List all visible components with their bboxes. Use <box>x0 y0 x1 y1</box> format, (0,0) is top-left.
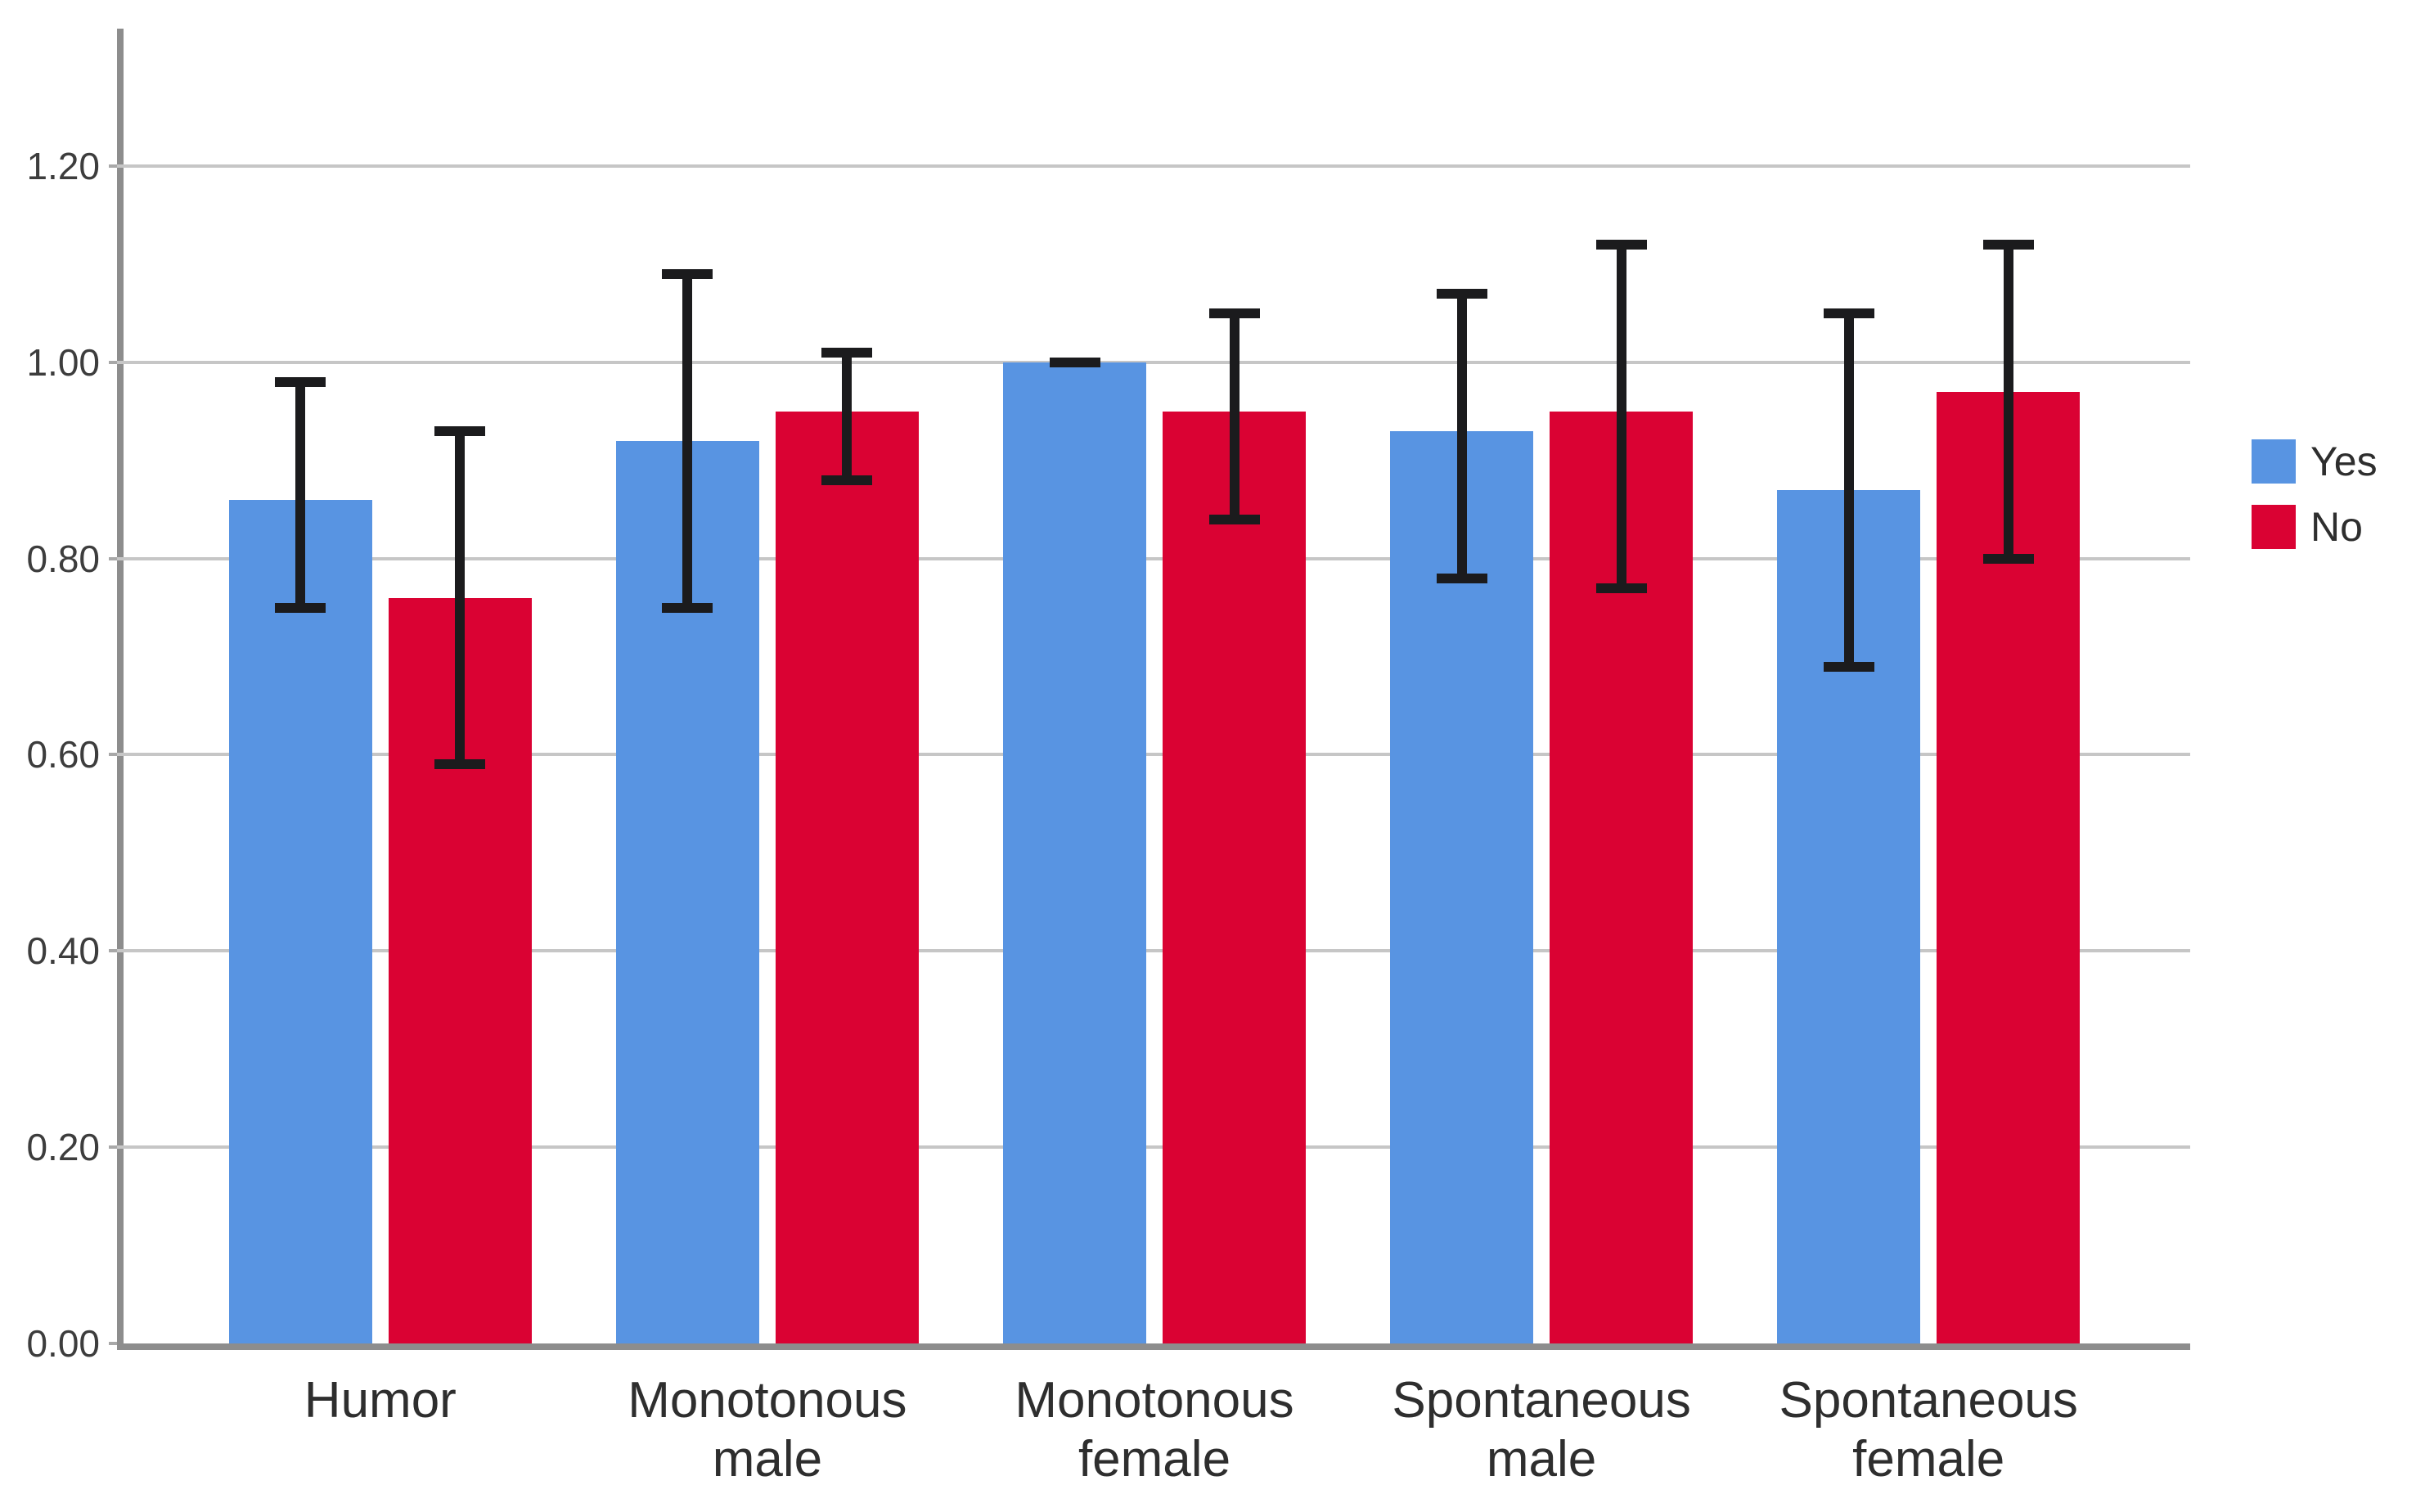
error-bar-cap-bottom-yes-2 <box>662 602 713 613</box>
error-bar-cap-bottom-no-3 <box>1208 514 1260 524</box>
y-axis-tick-1.00 <box>109 360 117 364</box>
error-bar-yes-2 <box>682 273 693 608</box>
y-axis-tick-0.40 <box>109 949 117 953</box>
legend: Yes No <box>2252 438 2378 569</box>
error-bar-cap-top-no-1 <box>434 425 486 436</box>
error-bar-cap-top-yes-2 <box>662 268 713 279</box>
error-bar-no-5 <box>2003 244 2013 559</box>
error-bar-cap-top-yes-1 <box>275 376 326 387</box>
error-bar-no-3 <box>1229 313 1239 520</box>
bar-no-2 <box>775 411 919 1343</box>
error-bar-cap-bottom-no-5 <box>1982 553 2034 564</box>
error-bar-cap-top-no-5 <box>1982 239 2034 250</box>
gridline-0.60 <box>117 753 2190 757</box>
bar-yes-3 <box>1003 362 1146 1343</box>
error-bar-yes-1 <box>295 381 306 608</box>
gridline-0.40 <box>117 949 2190 953</box>
y-tick-label-0.40: 0.40 <box>26 929 100 973</box>
error-bar-no-1 <box>455 430 466 765</box>
error-bar-cap-top-yes-4 <box>1436 288 1487 299</box>
error-bar-cap-bottom-yes-4 <box>1436 573 1487 583</box>
y-tick-label-0.00: 0.00 <box>26 1322 100 1365</box>
error-bar-no-2 <box>842 352 853 480</box>
error-bar-cap-bottom-yes-5 <box>1823 661 1874 672</box>
y-tick-label-0.80: 0.80 <box>26 537 100 580</box>
y-tick-label-1.00: 1.00 <box>26 340 100 384</box>
y-axis-tick-0.60 <box>109 753 117 757</box>
error-bar-cap-bottom-yes-1 <box>275 602 326 613</box>
error-bar-cap-top-no-2 <box>821 347 873 358</box>
error-bar-cap-bottom-no-4 <box>1595 583 1647 593</box>
legend-label-yes: Yes <box>2310 439 2378 484</box>
legend-swatch-no <box>2252 505 2296 549</box>
x-axis-line <box>117 1343 2190 1350</box>
error-bar-no-4 <box>1616 244 1626 588</box>
x-category-label-5: Spontaneous female <box>1779 1372 2078 1487</box>
y-axis-tick-1.20 <box>109 164 117 168</box>
error-bar-cap-bottom-no-1 <box>434 759 486 770</box>
x-category-label-3: Monotonous female <box>1015 1372 1294 1487</box>
y-axis-tick-0.20 <box>109 1145 117 1150</box>
error-bar-cap-top-no-3 <box>1208 308 1260 318</box>
error-bar-cap-top-no-4 <box>1595 239 1647 250</box>
y-tick-label-1.20: 1.20 <box>26 144 100 187</box>
y-tick-label-0.20: 0.20 <box>26 1126 100 1169</box>
error-bar-yes-5 <box>1843 313 1854 667</box>
bar-no-3 <box>1163 411 1306 1343</box>
error-bar-yes-4 <box>1456 293 1467 578</box>
x-category-label-2: Monotonous male <box>628 1372 907 1487</box>
y-axis-line <box>117 29 124 1350</box>
x-category-label-4: Spontaneous male <box>1392 1372 1691 1487</box>
error-bar-cap-top-yes-5 <box>1823 308 1874 318</box>
legend-item-yes: Yes <box>2252 438 2378 485</box>
legend-swatch-yes <box>2252 439 2296 484</box>
gridline-1.20 <box>117 164 2190 168</box>
legend-item-no: No <box>2252 503 2378 551</box>
y-axis-tick-0.80 <box>109 556 117 560</box>
error-bar-cap-bottom-no-2 <box>821 475 873 485</box>
x-category-label-1: Humor <box>304 1372 457 1429</box>
legend-label-no: No <box>2310 504 2363 550</box>
y-axis-tick-0.00 <box>109 1342 117 1345</box>
bar-yes-1 <box>228 499 372 1343</box>
error-bar-cap-bottom-yes-3 <box>1049 357 1100 367</box>
y-tick-label-0.60: 0.60 <box>26 733 100 776</box>
gridline-0.80 <box>117 556 2190 560</box>
gridline-0.20 <box>117 1145 2190 1150</box>
gridline-1.00 <box>117 360 2190 364</box>
